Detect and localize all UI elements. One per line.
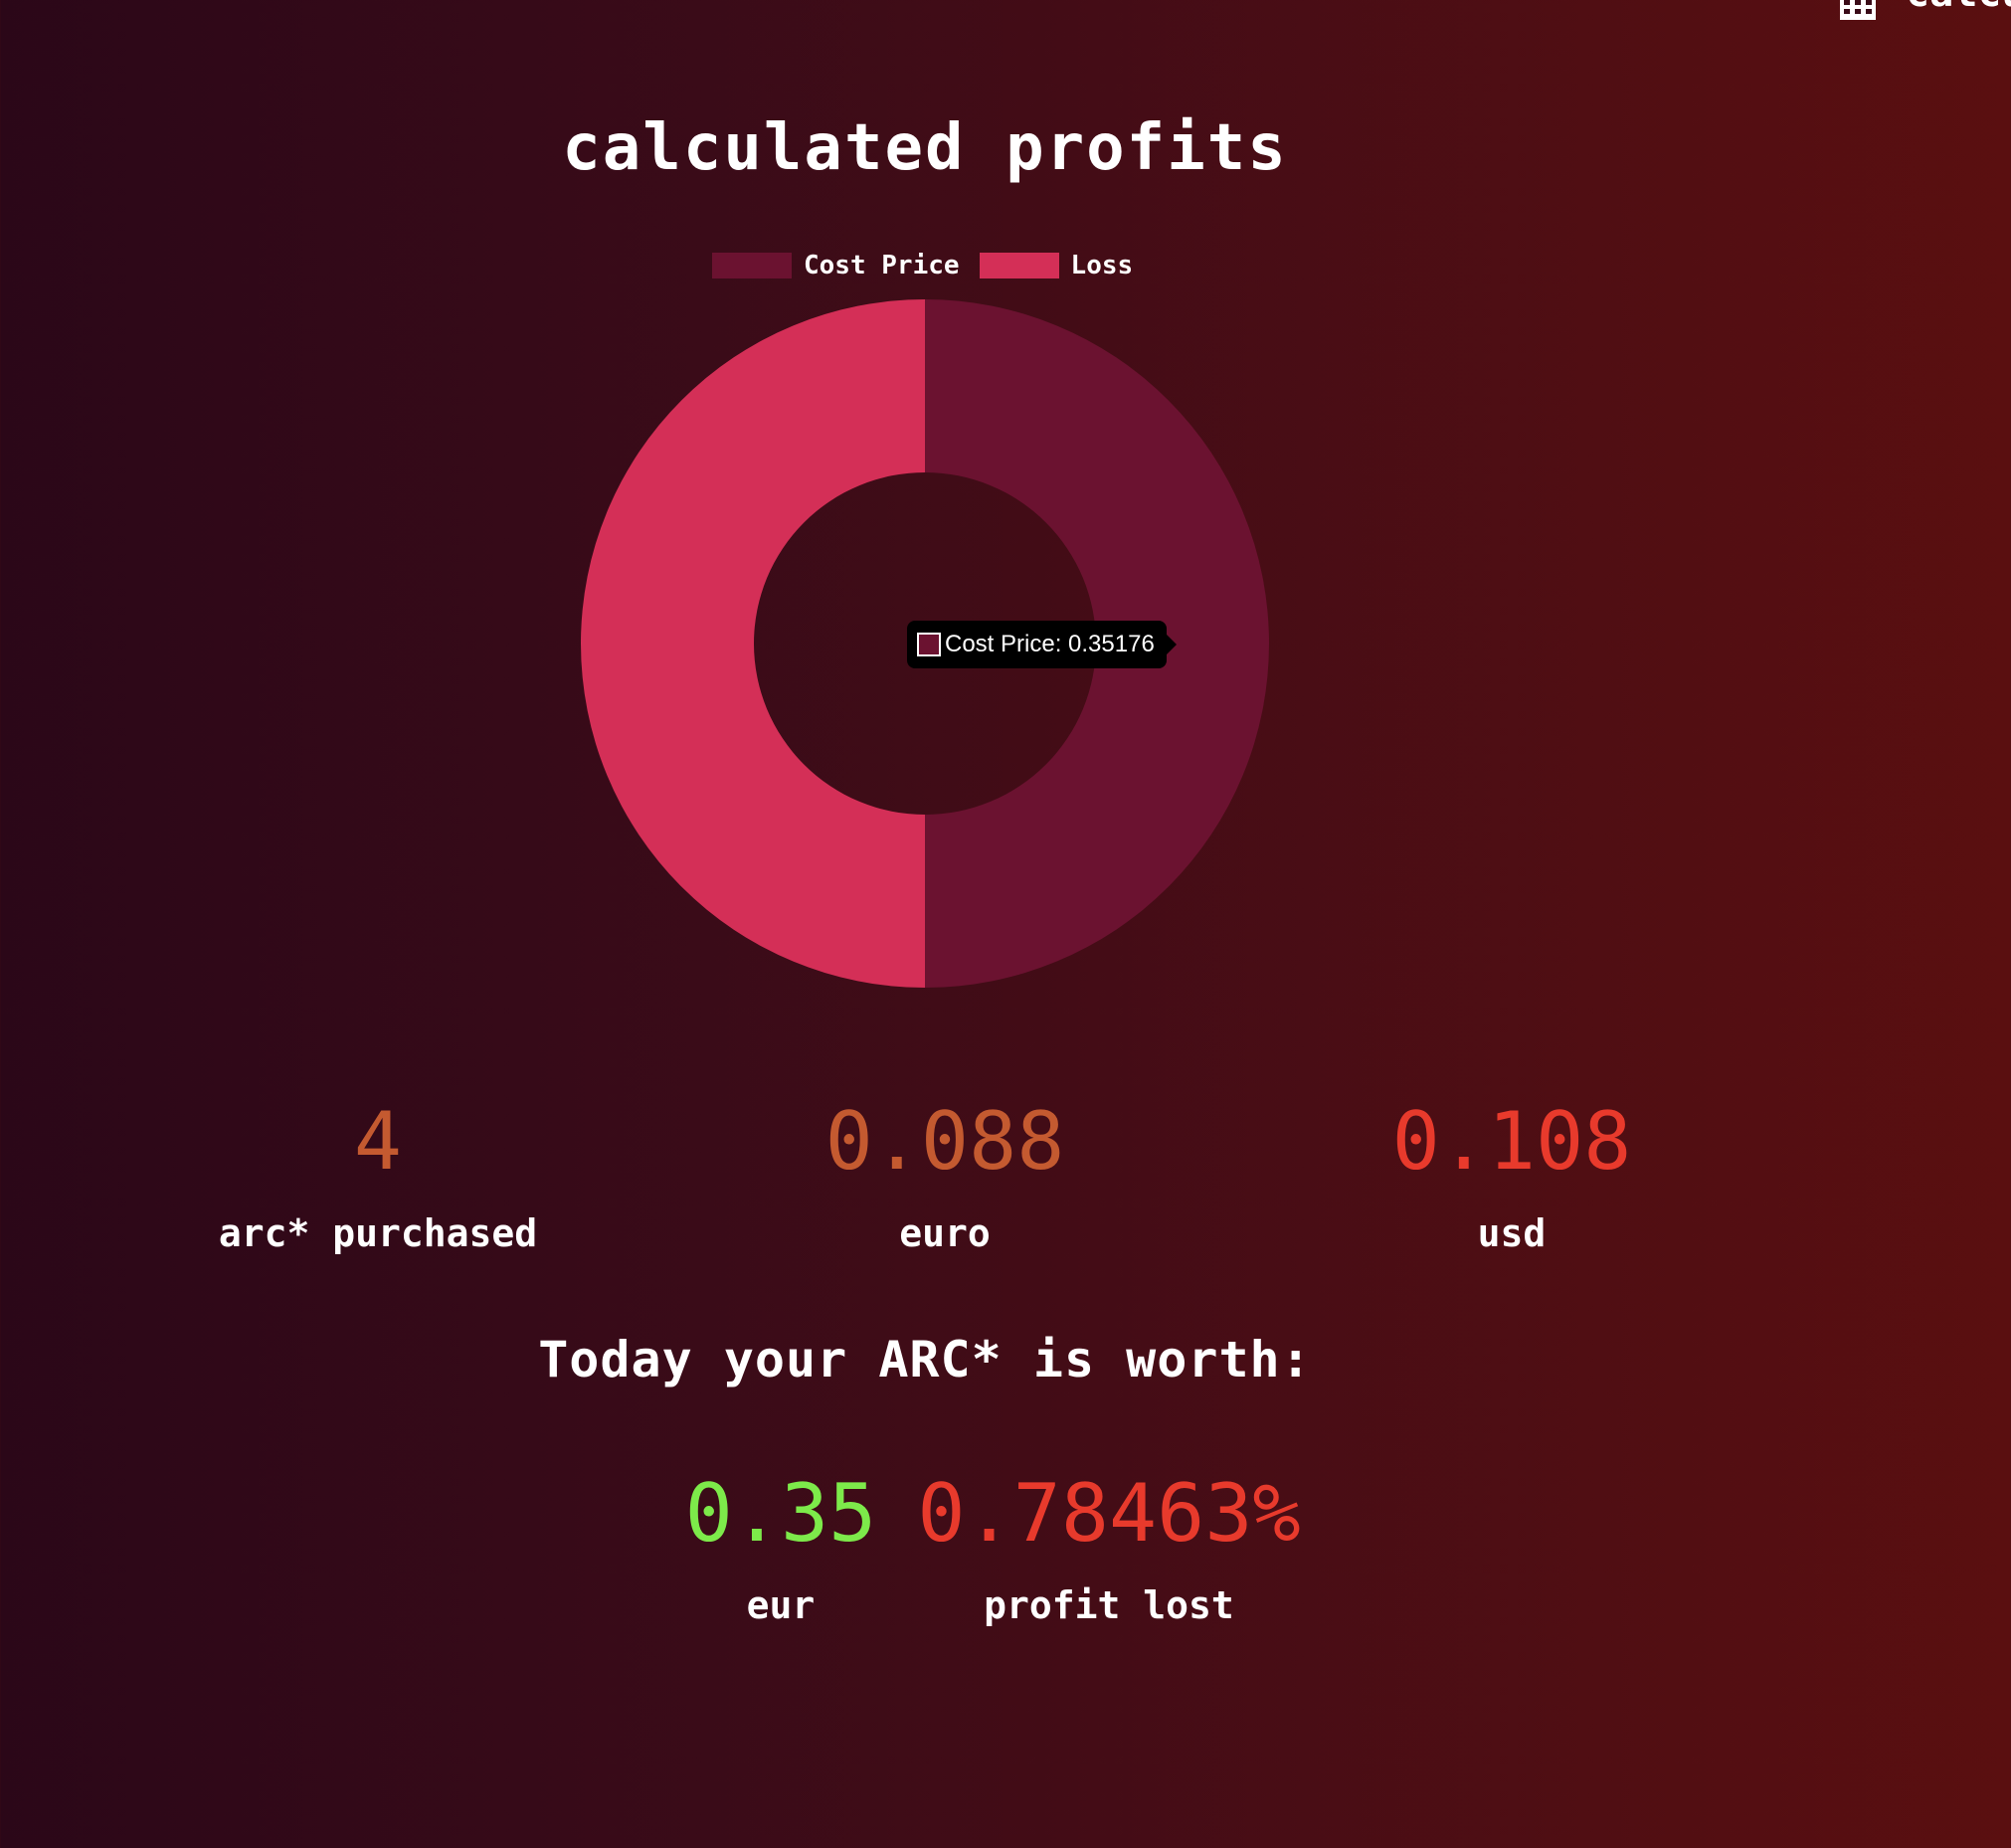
chart-tooltip: Cost Price: 0.35176 xyxy=(907,621,1177,668)
tooltip-swatch xyxy=(917,633,941,656)
chart-legend: Cost Price Loss xyxy=(712,251,1153,280)
page-title: calculated profits xyxy=(562,111,1288,185)
nav-calculator-link[interactable]: calcul xyxy=(1906,0,2011,16)
legend-item-cost-price[interactable]: Cost Price xyxy=(712,251,960,280)
stat-arc-purchased: 4 arc* purchased xyxy=(169,1095,587,1256)
legend-swatch-loss xyxy=(979,253,1059,278)
stat-label-euro: euro xyxy=(899,1211,991,1255)
stat-label-arc-purchased: arc* purchased xyxy=(218,1211,538,1255)
worth-label-profit-lost: profit lost xyxy=(984,1583,1234,1627)
legend-item-loss[interactable]: Loss xyxy=(979,251,1134,280)
tooltip-text: Cost Price: 0.35176 xyxy=(945,631,1155,657)
stat-value-usd: 0.108 xyxy=(1391,1095,1632,1188)
stat-usd: 0.108 usd xyxy=(1303,1095,1721,1256)
calculator-icon[interactable] xyxy=(1840,0,1876,20)
stat-euro: 0.088 euro xyxy=(736,1095,1154,1256)
stat-label-usd: usd xyxy=(1477,1211,1547,1255)
stat-value-arc-purchased: 4 xyxy=(353,1095,403,1188)
slice-loss[interactable] xyxy=(581,299,925,988)
stat-value-euro: 0.088 xyxy=(824,1095,1065,1188)
worth-value-eur: 0.35 xyxy=(684,1467,877,1560)
worth-profit-lost: 0.78463% profit lost xyxy=(900,1467,1318,1628)
legend-label-loss: Loss xyxy=(1070,251,1134,280)
worth-value-profit-lost: 0.78463% xyxy=(917,1467,1301,1560)
legend-label-cost-price: Cost Price xyxy=(804,251,960,280)
worth-eur: 0.35 eur xyxy=(572,1467,990,1628)
worth-label-eur: eur xyxy=(746,1583,816,1627)
legend-swatch-cost-price xyxy=(712,253,792,278)
worth-title: Today your ARC* is worth: xyxy=(538,1331,1312,1388)
